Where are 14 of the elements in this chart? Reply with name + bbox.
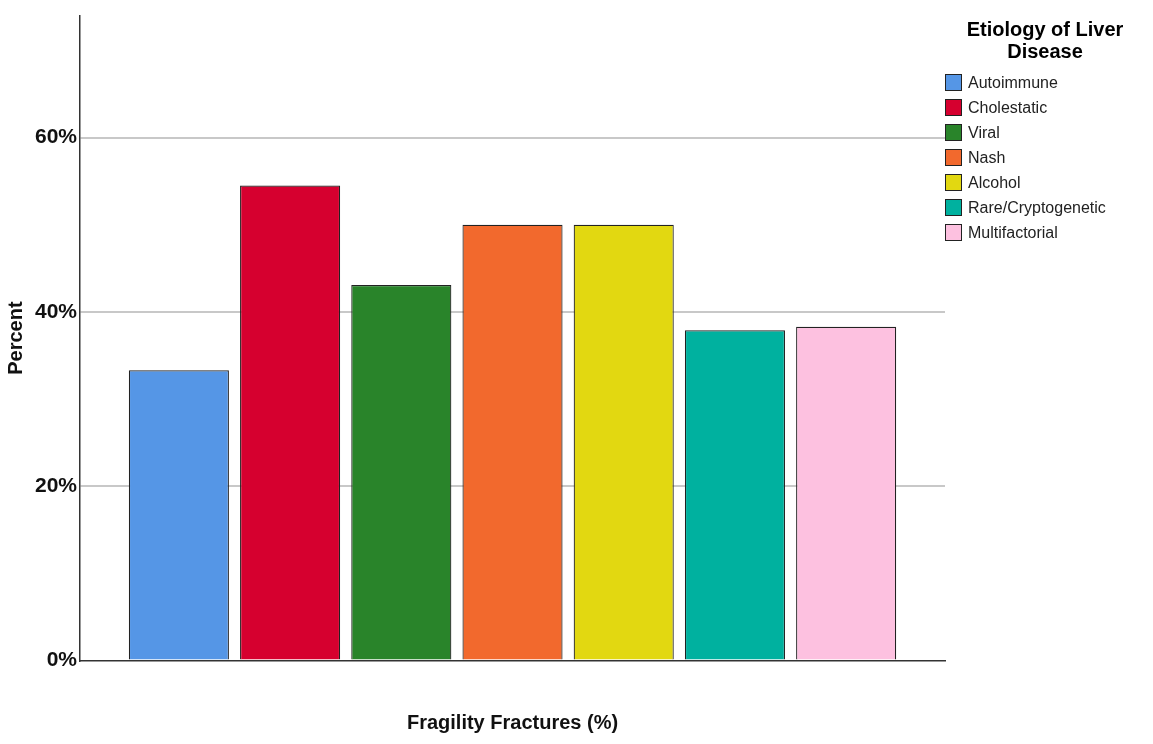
legend-label: Viral xyxy=(968,123,1000,142)
legend-label: Alcohol xyxy=(968,173,1021,192)
y-axis-title: Percent xyxy=(3,301,26,375)
y-tick-label: 20% xyxy=(35,473,78,497)
legend-title: Etiology of Liver Disease xyxy=(965,18,1125,62)
y-tick-label: 40% xyxy=(35,298,78,322)
legend-label: Nash xyxy=(968,148,1006,167)
y-tick-label: 0% xyxy=(46,647,78,671)
legend-label: Autoimmune xyxy=(968,73,1058,92)
legend-label: Rare/Cryptogenetic xyxy=(968,198,1106,217)
x-axis-title: Fragility Fractures (%) xyxy=(406,710,619,733)
legend-label: Cholestatic xyxy=(968,98,1048,117)
legend-label: Multifactorial xyxy=(968,223,1058,242)
y-tick-label: 60% xyxy=(35,124,78,148)
